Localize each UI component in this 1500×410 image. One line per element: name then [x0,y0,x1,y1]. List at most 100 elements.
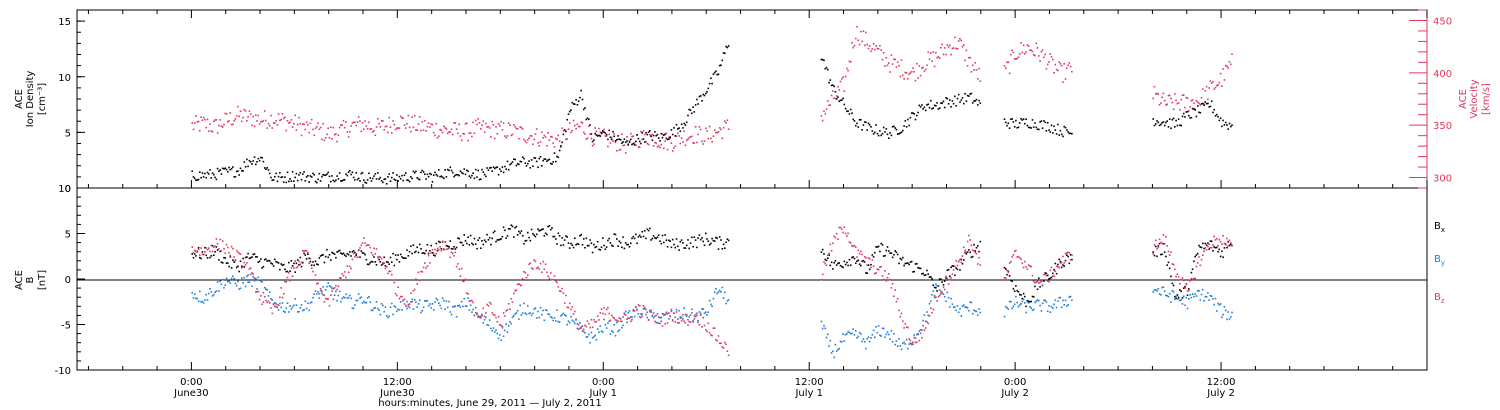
velocity-point [496,133,499,135]
density-point [332,179,335,182]
velocity-point [403,124,406,126]
bz-point [677,322,679,324]
by-point [555,320,557,322]
bz-point [856,256,858,258]
bx-point [388,263,390,265]
density-point [285,181,288,184]
bz-point [321,290,323,292]
bx-point [538,230,540,232]
velocity-point [477,118,479,120]
density-point [454,174,457,177]
velocity-point [383,129,385,131]
by-point [469,304,472,306]
density-point [703,94,706,97]
bz-point [870,266,872,269]
velocity-point [1024,53,1026,55]
velocity-point [1214,86,1217,89]
velocity-point [652,145,655,147]
velocity-point [1188,110,1190,112]
bx-point [943,280,946,282]
bx-point [945,277,947,279]
bz-point [496,321,499,323]
bz-point [1058,266,1060,269]
by-point [327,282,329,284]
bx-point [726,238,729,240]
bz-point [933,295,936,297]
by-point [720,291,722,293]
by-point [467,297,469,299]
bz-point [683,320,685,322]
bx-point [880,242,882,245]
velocity-point [533,138,535,141]
velocity-point [359,120,361,122]
bx-point [454,248,457,250]
velocity-point [1186,97,1189,99]
bx-point [871,254,874,256]
density-point [452,171,454,174]
velocity-point [594,127,596,129]
bx-point [636,242,638,244]
density-point [518,163,520,166]
by-point [483,318,486,321]
velocity-point [1184,106,1186,109]
by-point [1038,299,1040,302]
density-point [963,102,965,105]
bz-point [209,250,211,253]
velocity-point [502,122,505,124]
b-title-line-2: B [25,276,36,283]
density-point [724,52,726,55]
by-point [855,330,857,332]
by-point [416,306,418,308]
bz-point [913,336,915,339]
bz-point [664,323,666,325]
density-point [675,123,678,126]
bx-point [666,246,669,248]
bx-point [298,264,300,266]
by-point [670,310,673,312]
density-point [858,119,861,121]
bx-point [893,253,895,256]
density-point [649,130,651,132]
bz-point [849,242,852,244]
by-point [514,313,516,315]
bx-point [856,260,858,262]
bz-point [896,298,899,300]
bz-point [697,321,699,324]
density-point [923,106,926,109]
by-point [1161,286,1163,289]
density-point [871,130,874,132]
by-point [954,306,956,308]
by-point [652,312,655,314]
density-point [1218,119,1221,122]
bz-point [575,318,577,320]
by-point [678,309,680,312]
velocity-point [1003,65,1006,67]
bx-point [1207,242,1209,244]
bz-point [607,306,609,309]
velocity-point [262,120,265,122]
bx-point [300,265,303,268]
bz-point [727,354,730,357]
by-point [604,323,607,326]
bx-point [338,249,341,252]
velocity-point [971,64,974,67]
density-point [457,174,459,176]
density-point [1161,122,1163,124]
velocity-point [876,47,879,50]
bx-point [680,239,683,241]
bx-point [317,263,319,266]
bz-point [975,252,978,255]
bz-point [363,237,365,239]
velocity-point [677,132,679,135]
bx-point [950,266,952,269]
density-point [557,156,560,159]
velocity-point [501,129,504,131]
bz-point [969,239,971,241]
by-point [406,307,408,310]
density-point [443,177,445,180]
bx-point [463,234,465,236]
density-point [902,129,904,132]
bz-point [1184,287,1186,289]
velocity-point [717,130,720,133]
bx-point [609,242,612,244]
